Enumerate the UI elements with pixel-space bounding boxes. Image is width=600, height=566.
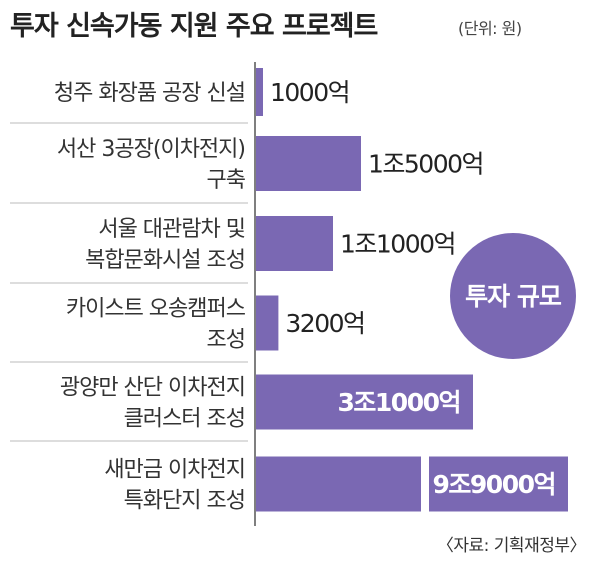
bar xyxy=(256,374,473,430)
data-label: 1조1000억 xyxy=(340,230,455,259)
unit-label: (단위: 원) xyxy=(458,19,522,38)
bar xyxy=(256,136,361,191)
bar xyxy=(256,216,333,271)
category-label: 서울 대관람차 및 xyxy=(98,217,245,242)
bar xyxy=(256,295,279,351)
chart-title: 투자 신속가동 지원 주요 프로젝트 xyxy=(10,11,378,42)
category-label: 서산 3공장(이차전지) xyxy=(57,137,245,162)
category-label: 구축 xyxy=(207,168,246,193)
bar xyxy=(256,456,421,512)
category-label: 복합문화시설 조성 xyxy=(85,248,245,273)
category-label: 클러스터 조성 xyxy=(124,407,245,432)
data-label: 3200억 xyxy=(285,309,364,338)
badge-circle xyxy=(450,233,576,359)
data-label: 1조5000억 xyxy=(368,150,483,179)
data-label: 3조1000억 xyxy=(338,388,460,417)
data-label: 1000억 xyxy=(270,78,349,107)
badge-label: 투자 규모 xyxy=(465,282,562,311)
source-note: 〈자료: 기획재정부〉 xyxy=(436,536,587,556)
category-label: 새만금 이차전지 xyxy=(104,458,245,483)
data-label: 9조9000억 xyxy=(433,470,555,499)
category-label: 광양만 산단 이차전지 xyxy=(60,376,245,401)
category-label: 청주 화장품 공장 신설 xyxy=(54,81,245,106)
category-label: 조성 xyxy=(207,328,245,353)
category-label: 특화단지 조성 xyxy=(124,489,245,514)
bar-segment xyxy=(429,456,568,512)
category-label: 카이스트 오송캠퍼스 xyxy=(66,297,246,322)
bar xyxy=(256,68,263,116)
